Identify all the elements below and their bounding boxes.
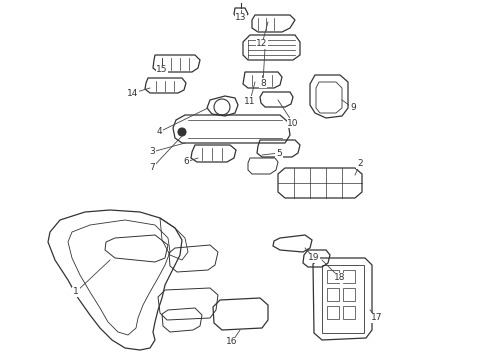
Text: 16: 16	[226, 338, 238, 346]
Text: 9: 9	[350, 104, 356, 112]
Text: 11: 11	[244, 96, 256, 105]
Text: 1: 1	[73, 288, 79, 297]
Text: 12: 12	[256, 40, 268, 49]
Bar	[343, 306, 355, 319]
Text: 5: 5	[276, 148, 282, 158]
Text: 4: 4	[156, 127, 162, 136]
Text: 10: 10	[287, 118, 299, 127]
Text: 7: 7	[149, 163, 155, 172]
Text: 15: 15	[156, 66, 168, 75]
Bar	[327, 270, 339, 283]
Circle shape	[178, 128, 186, 136]
Text: 19: 19	[308, 253, 320, 262]
Text: 18: 18	[334, 274, 346, 283]
Text: 13: 13	[235, 13, 247, 22]
Bar	[343, 270, 355, 283]
Text: 17: 17	[371, 314, 383, 323]
Text: 3: 3	[149, 148, 155, 157]
Bar	[327, 306, 339, 319]
Bar	[343, 288, 355, 301]
Text: 6: 6	[183, 158, 189, 166]
Bar	[327, 288, 339, 301]
Text: 2: 2	[357, 159, 363, 168]
Bar	[322, 265, 364, 333]
Text: 8: 8	[260, 78, 266, 87]
Text: 14: 14	[127, 89, 139, 98]
